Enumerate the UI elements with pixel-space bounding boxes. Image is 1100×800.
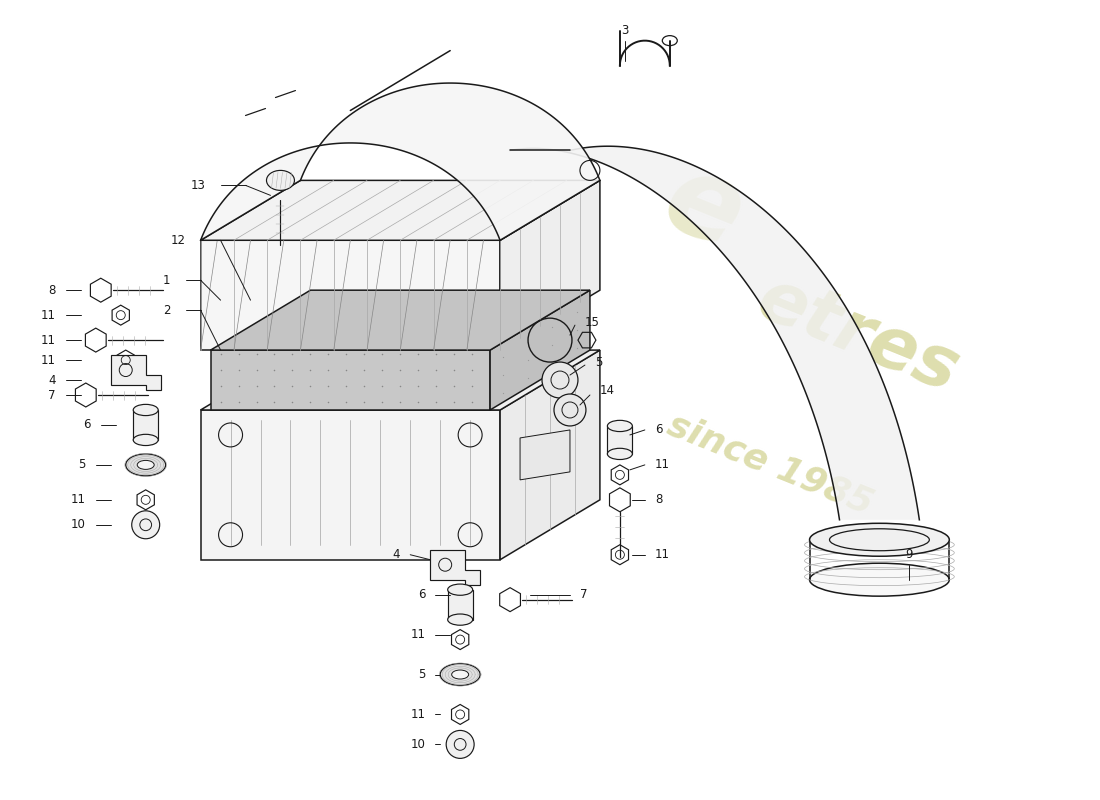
Ellipse shape (607, 448, 632, 459)
Text: 7: 7 (48, 389, 56, 402)
Ellipse shape (266, 170, 295, 190)
Polygon shape (500, 350, 600, 560)
Text: 15: 15 (585, 316, 600, 329)
Text: 11: 11 (410, 708, 426, 721)
Text: 11: 11 (654, 548, 670, 562)
Polygon shape (200, 410, 500, 560)
Text: 4: 4 (48, 374, 56, 386)
Polygon shape (448, 590, 473, 620)
Polygon shape (133, 410, 158, 440)
Text: 11: 11 (654, 458, 670, 471)
Polygon shape (607, 426, 632, 454)
Text: 11: 11 (70, 494, 86, 506)
Circle shape (447, 730, 474, 758)
Polygon shape (111, 355, 161, 390)
Text: 8: 8 (654, 494, 662, 506)
Text: 9: 9 (905, 548, 913, 562)
Ellipse shape (440, 663, 480, 686)
Polygon shape (510, 146, 920, 520)
Text: 14: 14 (600, 383, 615, 397)
Text: 5: 5 (595, 355, 603, 369)
Polygon shape (491, 290, 590, 410)
Polygon shape (200, 350, 600, 410)
Text: 7: 7 (580, 588, 587, 601)
Ellipse shape (133, 404, 158, 415)
Ellipse shape (452, 670, 469, 679)
Polygon shape (520, 430, 570, 480)
Ellipse shape (125, 454, 166, 476)
Text: 11: 11 (41, 309, 56, 322)
Text: since 1985: since 1985 (662, 407, 878, 521)
Text: 1: 1 (163, 274, 170, 286)
Text: 13: 13 (190, 179, 206, 192)
Text: 10: 10 (410, 738, 426, 751)
Text: 6: 6 (418, 588, 426, 601)
Polygon shape (430, 550, 480, 585)
Text: 6: 6 (654, 423, 662, 437)
Text: 4: 4 (393, 548, 400, 562)
Text: 12: 12 (170, 234, 186, 246)
Text: 11: 11 (410, 628, 426, 641)
Text: e: e (649, 144, 759, 272)
Polygon shape (210, 290, 590, 350)
Polygon shape (500, 180, 600, 350)
Ellipse shape (133, 434, 158, 446)
Ellipse shape (607, 420, 632, 431)
Text: 5: 5 (418, 668, 426, 681)
Text: 2: 2 (163, 304, 170, 317)
Ellipse shape (448, 584, 473, 595)
Circle shape (132, 511, 160, 538)
Text: 10: 10 (70, 518, 86, 531)
Circle shape (554, 394, 586, 426)
Text: 5: 5 (78, 458, 86, 471)
Polygon shape (210, 350, 491, 410)
Polygon shape (200, 180, 600, 240)
Ellipse shape (138, 460, 154, 470)
Polygon shape (200, 83, 600, 240)
Polygon shape (200, 240, 500, 350)
Circle shape (542, 362, 578, 398)
Ellipse shape (448, 614, 473, 626)
Text: 3: 3 (621, 24, 628, 37)
Text: etres: etres (747, 265, 969, 407)
Text: 8: 8 (48, 284, 56, 297)
Ellipse shape (810, 563, 949, 596)
Ellipse shape (810, 523, 949, 556)
Text: 11: 11 (41, 334, 56, 346)
Text: 6: 6 (84, 418, 91, 431)
Text: 11: 11 (41, 354, 56, 366)
